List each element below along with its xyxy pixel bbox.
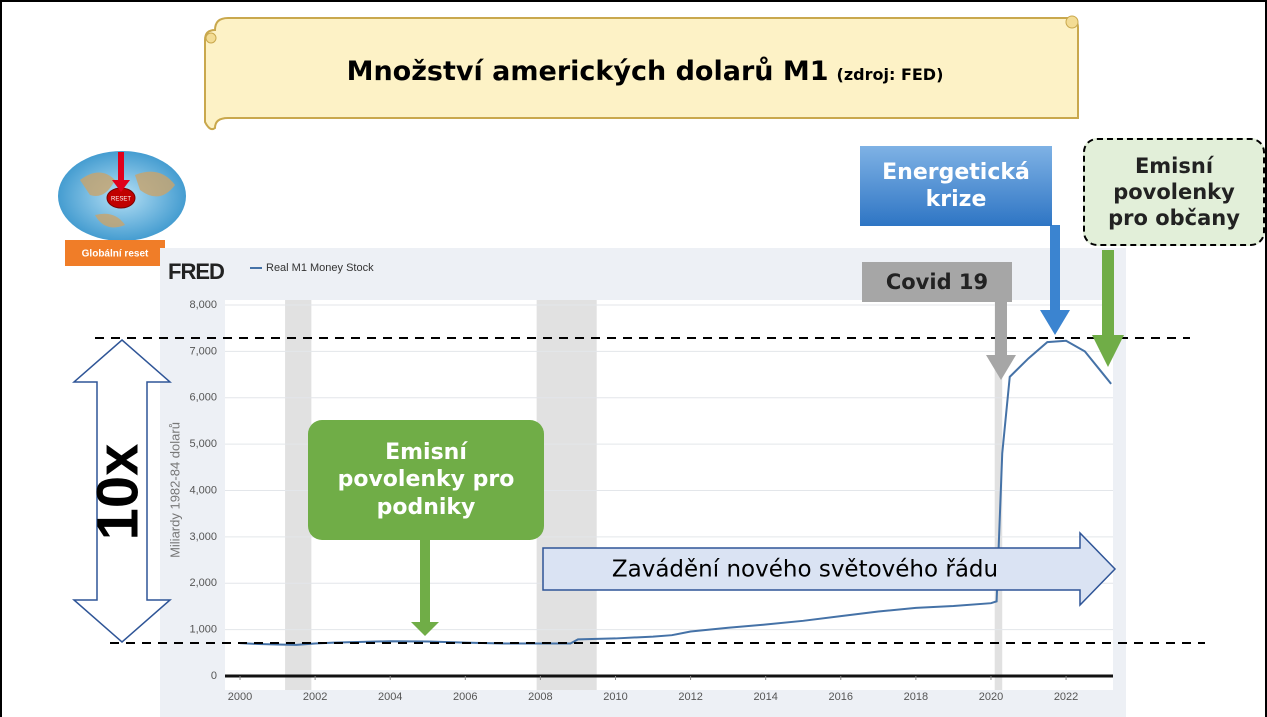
recession-band (536, 300, 597, 690)
x-tick-label: 2014 (753, 691, 777, 703)
plot: 0 1,000 2,000 3,000 4,000 5,000 6,000 7,000 8,00… (167, 299, 1113, 703)
companies-arrow (411, 540, 439, 636)
title-note: (zdroj: FED) (837, 65, 944, 84)
y-tick-label: 6,000 (189, 392, 217, 404)
order-label: Zavádění nového světového řádu (612, 557, 998, 583)
covid-box: Covid 19 (862, 262, 1012, 302)
order-arrow (542, 531, 1117, 607)
y-tick-label: 1,000 (189, 624, 217, 636)
x-tick-label: 2008 (528, 691, 552, 703)
banner-curl (1065, 15, 1079, 29)
title-banner (204, 17, 1079, 131)
y-tick-label: 3,000 (189, 531, 217, 543)
covid-arrow (986, 300, 1016, 380)
reset-label-bg (65, 240, 165, 266)
title-main: Množství amerických dolarů M1 (347, 56, 829, 87)
x-tick-label: 2022 (1054, 691, 1078, 703)
series-line (239, 339, 1112, 646)
legend-label: Real M1 Money Stock (266, 262, 374, 274)
x-tick-label: 2010 (603, 691, 627, 703)
reset-arrow (112, 152, 130, 192)
x-tick-label: 2000 (228, 691, 252, 703)
y-tick-label: 8,000 (189, 299, 217, 311)
x-tick-label: 2020 (979, 691, 1003, 703)
fred-logo: FRED (168, 259, 224, 284)
growth-label: 10x (85, 444, 150, 541)
companies-box: Emisní povolenky pro podniky (308, 420, 544, 540)
recession-band (285, 300, 312, 690)
recession-band (994, 300, 1003, 690)
energy-arrow (1040, 225, 1070, 335)
double-arrow (72, 339, 172, 643)
overlay: 10x Zavádění nového světového řádu (72, 225, 1205, 644)
y-axis-label: Miliardy 1982-84 dolarů (167, 422, 182, 558)
energy-box: Energetická krize (860, 146, 1052, 226)
globe-land (80, 171, 175, 228)
citizens-box: Emisní povolenky pro občany (1083, 138, 1265, 246)
y-tick-label: 5,000 (189, 438, 217, 450)
x-tick-label: 2004 (378, 691, 402, 703)
x-tick-label: 2012 (678, 691, 702, 703)
banner-curl (205, 32, 217, 44)
y-tick-label: 7,000 (189, 345, 217, 357)
citizens-arrow (1092, 250, 1124, 367)
title: Množství amerických dolarů M1 (zdroj: FED… (347, 56, 944, 87)
y-tick-label: 4,000 (189, 484, 217, 496)
x-tick-label: 2018 (904, 691, 928, 703)
y-tick-label: 2,000 (189, 577, 217, 589)
reset-label: Globální reset (82, 249, 149, 260)
x-tick-label: 2002 (303, 691, 327, 703)
reset-button-label: RESET (111, 197, 131, 203)
y-tick-label: 0 (211, 670, 217, 682)
x-tick-label: 2016 (829, 691, 853, 703)
x-tick-label: 2006 (453, 691, 477, 703)
